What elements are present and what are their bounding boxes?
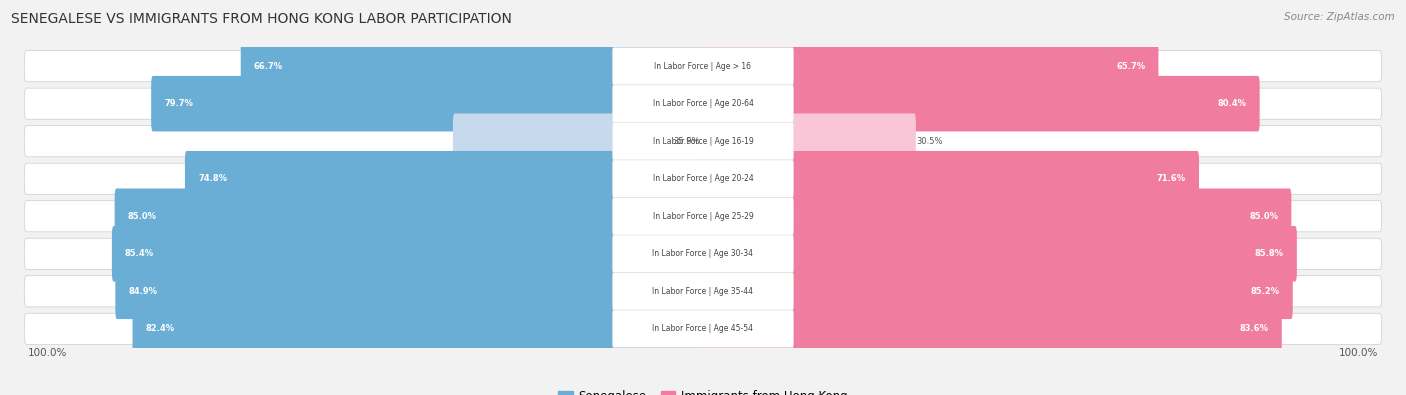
Text: 35.9%: 35.9% [673,137,700,146]
FancyBboxPatch shape [613,160,793,198]
FancyBboxPatch shape [613,235,793,273]
FancyBboxPatch shape [115,263,706,319]
FancyBboxPatch shape [24,276,1382,307]
Text: 83.6%: 83.6% [1240,324,1268,333]
Bar [14,235,1392,273]
Text: 85.4%: 85.4% [125,249,155,258]
Bar [14,273,1392,310]
Bar [14,310,1392,348]
Bar [14,198,1392,235]
FancyBboxPatch shape [24,201,1382,232]
FancyBboxPatch shape [613,47,793,85]
Text: 85.8%: 85.8% [1254,249,1284,258]
Text: In Labor Force | Age 25-29: In Labor Force | Age 25-29 [652,212,754,221]
FancyBboxPatch shape [112,226,706,282]
FancyBboxPatch shape [152,76,706,132]
FancyBboxPatch shape [613,273,793,310]
FancyBboxPatch shape [132,301,706,357]
Text: Source: ZipAtlas.com: Source: ZipAtlas.com [1284,12,1395,22]
Text: 100.0%: 100.0% [1339,348,1378,358]
Text: In Labor Force | Age 16-19: In Labor Force | Age 16-19 [652,137,754,146]
Text: 79.7%: 79.7% [165,99,193,108]
FancyBboxPatch shape [240,38,706,94]
Text: 82.4%: 82.4% [146,324,174,333]
FancyBboxPatch shape [24,51,1382,82]
Text: In Labor Force | Age > 16: In Labor Force | Age > 16 [655,62,751,71]
FancyBboxPatch shape [613,85,793,122]
Text: In Labor Force | Age 35-44: In Labor Force | Age 35-44 [652,287,754,296]
Text: In Labor Force | Age 20-64: In Labor Force | Age 20-64 [652,99,754,108]
FancyBboxPatch shape [700,301,1282,357]
Text: 85.0%: 85.0% [1250,212,1278,221]
Text: 80.4%: 80.4% [1218,99,1247,108]
Text: 71.6%: 71.6% [1157,174,1185,183]
Text: In Labor Force | Age 20-24: In Labor Force | Age 20-24 [652,174,754,183]
FancyBboxPatch shape [24,88,1382,119]
FancyBboxPatch shape [613,310,793,348]
Bar [14,47,1392,85]
FancyBboxPatch shape [24,126,1382,157]
FancyBboxPatch shape [700,151,1199,207]
FancyBboxPatch shape [700,263,1292,319]
Text: In Labor Force | Age 30-34: In Labor Force | Age 30-34 [652,249,754,258]
Text: 85.2%: 85.2% [1250,287,1279,296]
FancyBboxPatch shape [186,151,706,207]
Bar [14,85,1392,122]
FancyBboxPatch shape [613,122,793,160]
Text: 100.0%: 100.0% [28,348,67,358]
Legend: Senegalese, Immigrants from Hong Kong: Senegalese, Immigrants from Hong Kong [554,385,852,395]
FancyBboxPatch shape [24,238,1382,269]
Text: 74.8%: 74.8% [198,174,226,183]
FancyBboxPatch shape [700,113,915,169]
Text: 66.7%: 66.7% [254,62,283,71]
Text: 85.0%: 85.0% [128,212,156,221]
FancyBboxPatch shape [453,113,706,169]
FancyBboxPatch shape [613,198,793,235]
Bar [14,160,1392,198]
Text: 84.9%: 84.9% [128,287,157,296]
FancyBboxPatch shape [24,163,1382,194]
Bar [14,122,1392,160]
Text: 65.7%: 65.7% [1116,62,1146,71]
FancyBboxPatch shape [115,188,706,244]
FancyBboxPatch shape [700,188,1291,244]
FancyBboxPatch shape [24,313,1382,344]
FancyBboxPatch shape [700,76,1260,132]
FancyBboxPatch shape [700,38,1159,94]
Text: In Labor Force | Age 45-54: In Labor Force | Age 45-54 [652,324,754,333]
Text: 30.5%: 30.5% [917,137,943,146]
Text: SENEGALESE VS IMMIGRANTS FROM HONG KONG LABOR PARTICIPATION: SENEGALESE VS IMMIGRANTS FROM HONG KONG … [11,12,512,26]
FancyBboxPatch shape [700,226,1296,282]
